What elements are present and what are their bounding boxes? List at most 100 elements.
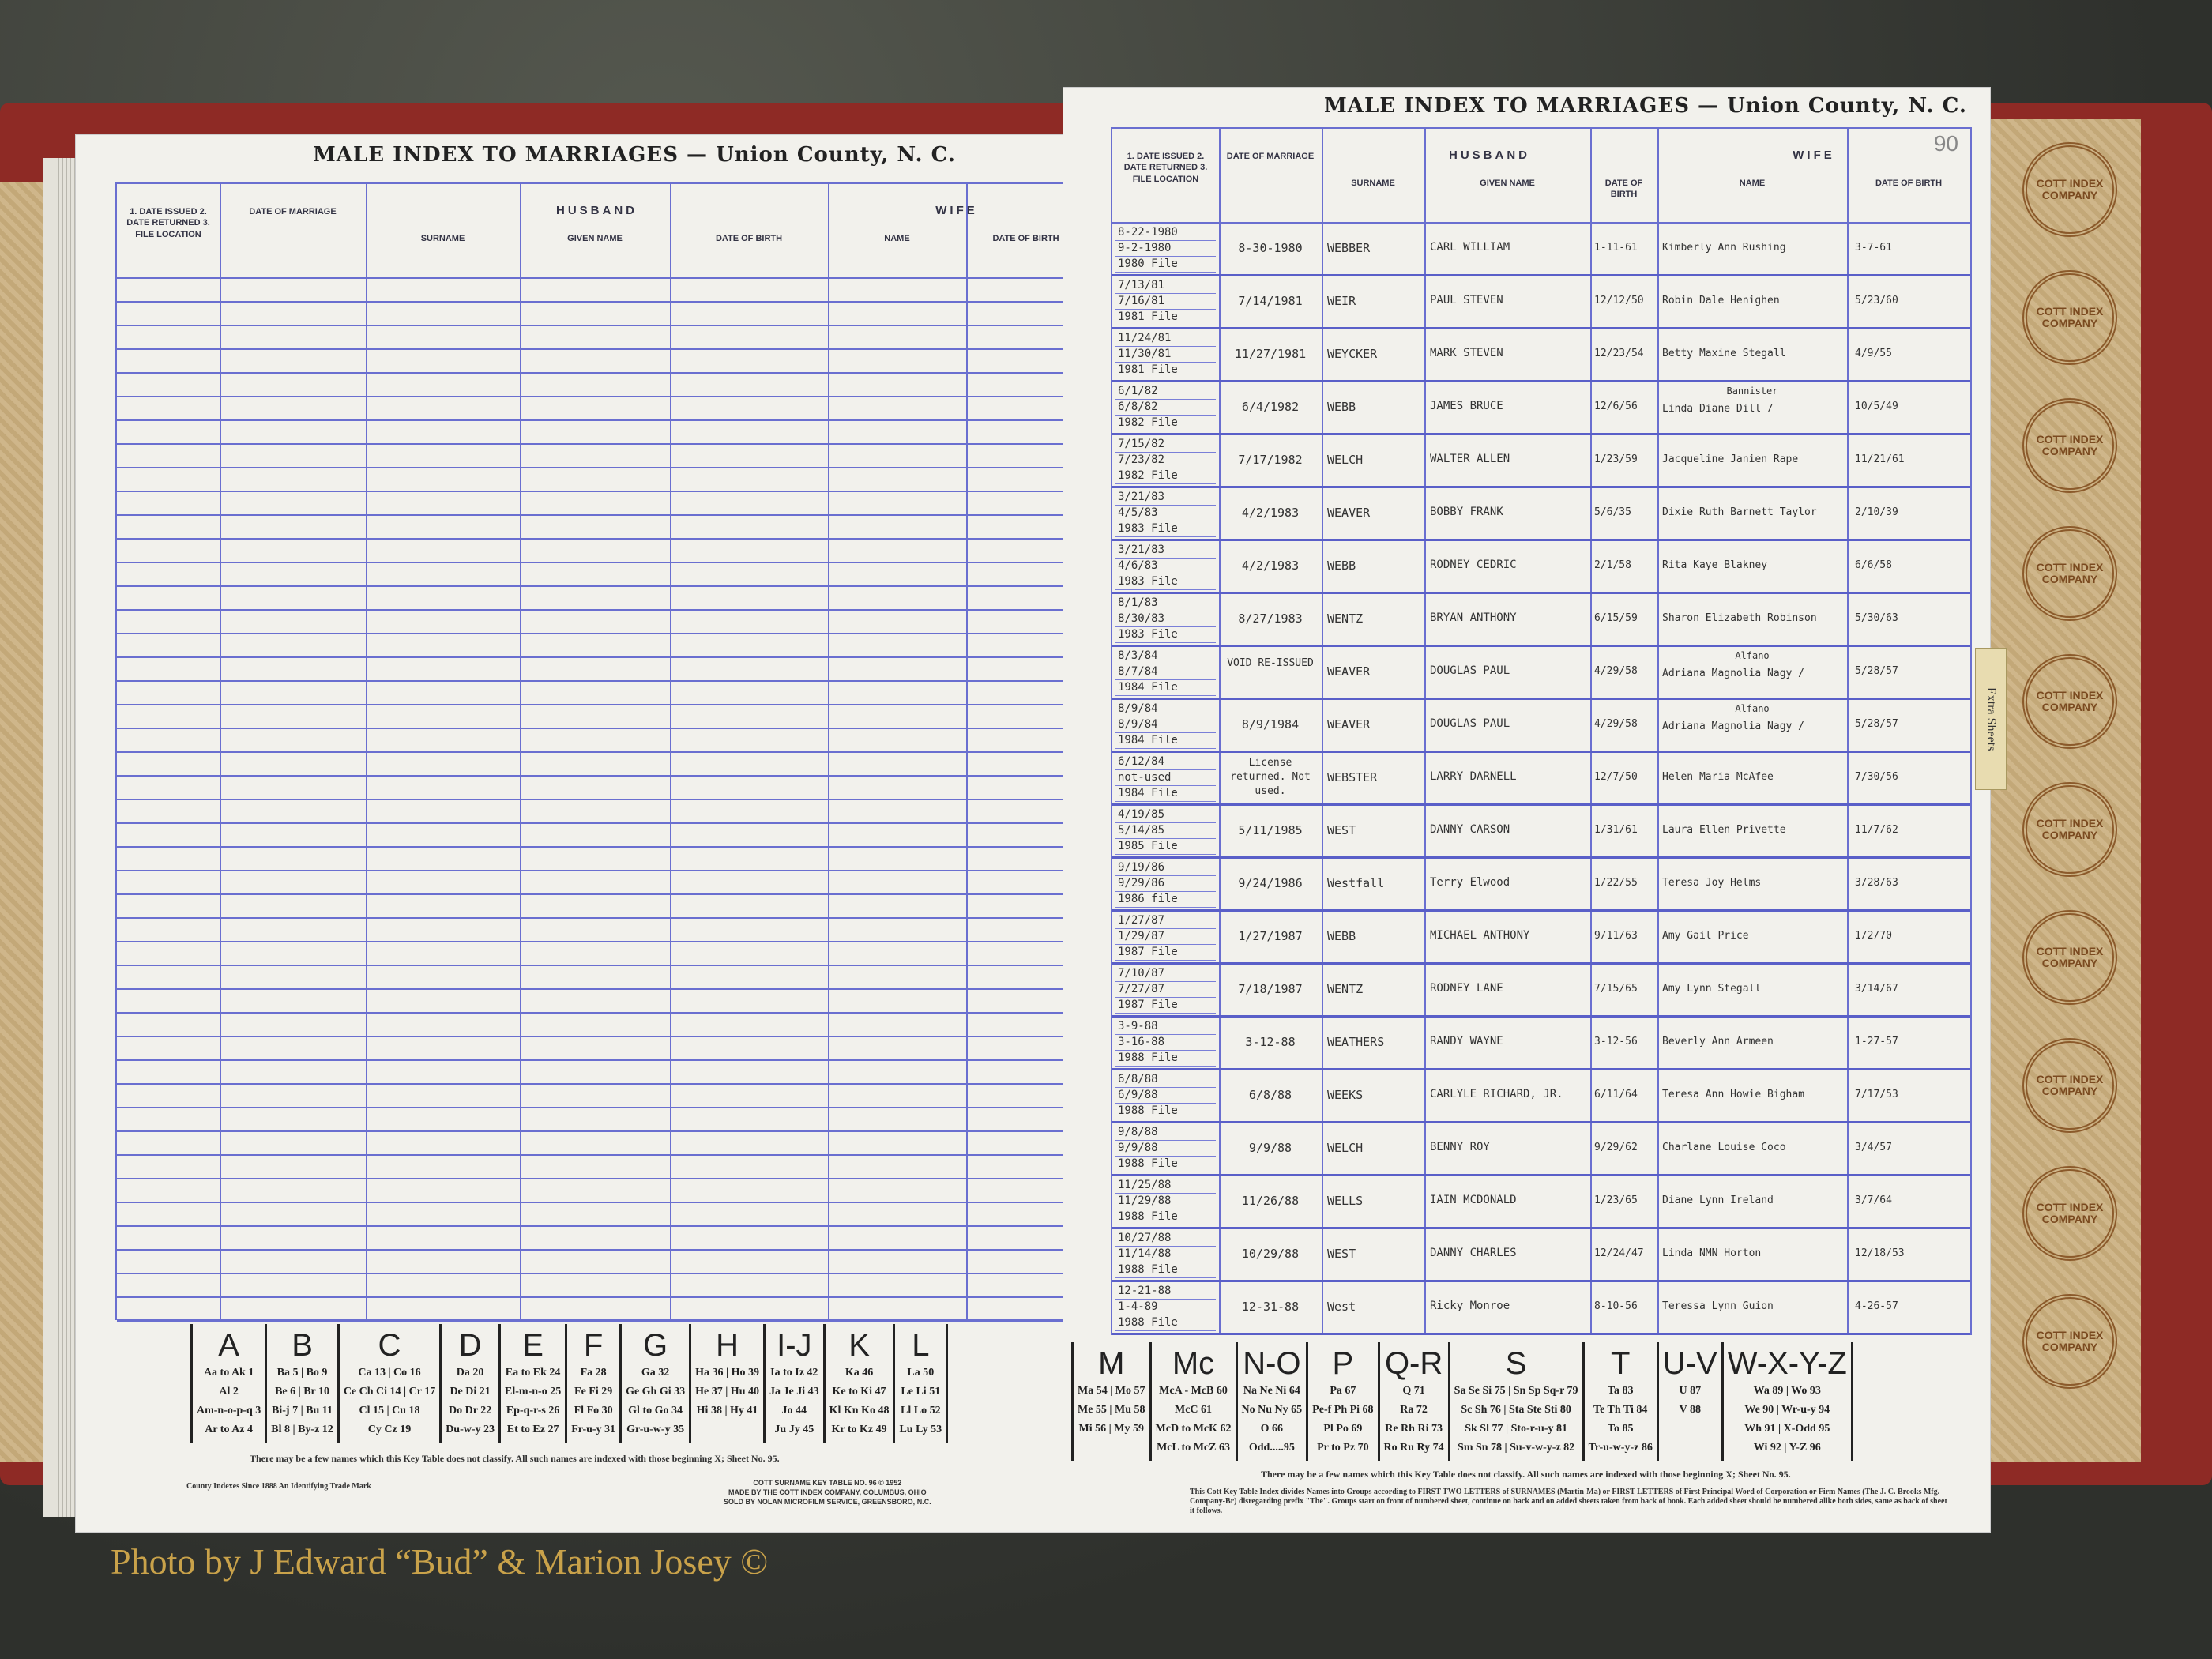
husband-given-name: DANNY CARSON bbox=[1430, 823, 1510, 836]
key-letter: L bbox=[912, 1328, 930, 1363]
date-of-marriage: 11/26/88 bbox=[1241, 1194, 1300, 1208]
key-entry: El-m-n-o 25 bbox=[505, 1386, 562, 1398]
ledger-row bbox=[117, 705, 1085, 729]
file-dates: 11/25/88 11/29/88 1988 File bbox=[1115, 1178, 1216, 1225]
file-date-1: 6/1/82 bbox=[1115, 384, 1216, 400]
husband-surname: WELCH bbox=[1327, 453, 1364, 467]
column-header-husband-dob: DATE OF BIRTH bbox=[1604, 179, 1643, 200]
key-column-d: D Da 20 De Di 21 Do Dr 22 Du-w-y 23 bbox=[442, 1324, 502, 1443]
key-entry: O 66 bbox=[1260, 1423, 1284, 1435]
husband-group-header: HUSBAND bbox=[1449, 149, 1530, 162]
husband-given-name: CARL WILLIAM bbox=[1430, 241, 1510, 254]
ledger-row bbox=[117, 824, 1085, 848]
husband-given-name: Terry Elwood bbox=[1430, 876, 1510, 889]
husband-date-of-birth: 8-10-56 bbox=[1594, 1300, 1638, 1312]
cott-stamp-logo: COTT INDEX COMPANY bbox=[2022, 782, 2117, 877]
husband-surname: WEST bbox=[1327, 823, 1356, 837]
key-letter: K bbox=[848, 1328, 870, 1363]
file-dates: 8/1/83 8/30/83 1983 File bbox=[1115, 596, 1216, 643]
file-dates: 10/27/88 11/14/88 1988 File bbox=[1115, 1231, 1216, 1278]
file-dates: 3/21/83 4/6/83 1983 File bbox=[1115, 543, 1216, 590]
date-of-marriage: 6/4/1982 bbox=[1241, 400, 1300, 414]
extra-sheets-tab[interactable]: Extra Sheets bbox=[1975, 648, 2007, 790]
key-column-e: E Ea to Ek 24 El-m-n-o 25 Ep-q-r-s 26 Et to … bbox=[501, 1324, 568, 1443]
file-date-2: 9-2-1980 bbox=[1115, 241, 1216, 257]
ledger-row bbox=[117, 682, 1085, 705]
husband-date-of-birth: 6/15/59 bbox=[1594, 612, 1638, 624]
wife-name: Kimberly Ann Rushing bbox=[1662, 242, 1786, 254]
surname-key-table: A Aa to Ak 1 Al 2 Am-n-o-p-q 3 Ar to Az 4 B Ba… bbox=[190, 1324, 949, 1443]
ledger-row bbox=[117, 611, 1085, 634]
key-entry: Ll Lo 52 bbox=[901, 1405, 941, 1416]
key-column-ij: I-J Ia to Iz 42 Ja Je Ji 43 Jo 44 Ju Jy 45 bbox=[766, 1324, 826, 1443]
key-column-a: A Aa to Ak 1 Al 2 Am-n-o-p-q 3 Ar to Az 4 bbox=[193, 1324, 268, 1443]
key-entry: Fr-u-y 31 bbox=[571, 1424, 616, 1435]
key-entry: Gr-u-w-y 35 bbox=[626, 1424, 685, 1435]
date-of-marriage: 4/2/1983 bbox=[1241, 506, 1300, 520]
ledger-row bbox=[117, 1085, 1085, 1108]
ledger-row bbox=[117, 753, 1085, 777]
file-dates: 7/15/82 7/23/82 1982 File bbox=[1115, 437, 1216, 484]
file-date-3: 1988 File bbox=[1115, 1104, 1216, 1119]
husband-date-of-birth: 1/23/59 bbox=[1594, 453, 1638, 465]
column-divider bbox=[1219, 129, 1221, 1334]
husband-surname: WEATHERS bbox=[1327, 1035, 1385, 1049]
key-column-f: F Fa 28 Fe Fi 29 Fl Fo 30 Fr-u-y 31 bbox=[567, 1324, 623, 1443]
file-date-1: 4/19/85 bbox=[1115, 807, 1216, 823]
husband-date-of-birth: 2/1/58 bbox=[1594, 559, 1631, 571]
key-entry: U 87 bbox=[1679, 1385, 1702, 1397]
husband-date-of-birth: 1/23/65 bbox=[1594, 1194, 1638, 1206]
husband-surname: WEBB bbox=[1327, 400, 1356, 414]
husband-given-name: RODNEY CEDRIC bbox=[1430, 559, 1517, 571]
husband-date-of-birth: 12/12/50 bbox=[1594, 295, 1644, 307]
file-dates: 9/8/88 9/9/88 1988 File bbox=[1115, 1125, 1216, 1172]
file-date-1: 7/13/81 bbox=[1115, 278, 1216, 294]
file-date-2: 4/5/83 bbox=[1115, 506, 1216, 521]
file-date-1: 6/12/84 bbox=[1115, 754, 1216, 770]
husband-given-name: BOBBY FRANK bbox=[1430, 506, 1503, 518]
file-date-3: 1988 File bbox=[1115, 1262, 1216, 1278]
cott-stamp-logo: COTT INDEX COMPANY bbox=[2022, 398, 2117, 493]
key-note: There may be a few names which this Key … bbox=[250, 1453, 780, 1464]
key-letter: U-V bbox=[1662, 1346, 1717, 1381]
key-entry: McA - McB 60 bbox=[1159, 1385, 1228, 1397]
cott-stamp-logo: COTT INDEX COMPANY bbox=[2022, 526, 2117, 621]
husband-surname: WENTZ bbox=[1327, 611, 1364, 626]
wife-date-of-birth: 10/5/49 bbox=[1855, 401, 1898, 412]
key-entry: Al 2 bbox=[219, 1386, 239, 1398]
file-date-3: 1988 File bbox=[1115, 1157, 1216, 1172]
file-date-1: 8/1/83 bbox=[1115, 596, 1216, 611]
key-entry: Et to Ez 27 bbox=[506, 1424, 559, 1435]
ledger-row bbox=[117, 1108, 1085, 1132]
husband-date-of-birth: 3-12-56 bbox=[1594, 1036, 1638, 1048]
key-entry: Ja Je Ji 43 bbox=[769, 1386, 819, 1398]
husband-given-name: LARRY DARNELL bbox=[1430, 770, 1517, 783]
wife-date-of-birth: 4-26-57 bbox=[1855, 1300, 1898, 1312]
file-date-1: 11/24/81 bbox=[1115, 331, 1216, 347]
key-letter: G bbox=[643, 1328, 668, 1363]
wife-date-of-birth: 7/17/53 bbox=[1855, 1089, 1898, 1100]
table-row: 1/27/87 1/29/87 1987 File 1/27/1987 WEBB MICH… bbox=[1112, 912, 1970, 965]
key-entry: Gl to Go 34 bbox=[628, 1405, 683, 1416]
wife-name: Beverly Ann Armeen bbox=[1662, 1036, 1774, 1048]
key-entry: Ke to Ki 47 bbox=[832, 1386, 886, 1398]
husband-surname: WELCH bbox=[1327, 1141, 1364, 1155]
wife-name: Rita Kaye Blakney bbox=[1662, 559, 1768, 571]
husband-surname: WEAVER bbox=[1327, 717, 1371, 732]
key-entry: Kl Kn Ko 48 bbox=[829, 1405, 890, 1416]
header-divider bbox=[1112, 222, 1970, 224]
key-letter: B bbox=[292, 1328, 313, 1363]
file-date-3: 1984 File bbox=[1115, 733, 1216, 749]
ledger-row bbox=[117, 326, 1085, 350]
file-date-1: 11/25/88 bbox=[1115, 1178, 1216, 1194]
wife-date-of-birth: 2/10/39 bbox=[1855, 506, 1898, 518]
file-dates: 8/9/84 8/9/84 1984 File bbox=[1115, 702, 1216, 749]
husband-surname: WEBBER bbox=[1327, 241, 1371, 255]
sheet-number: 90 bbox=[1933, 131, 1958, 156]
file-date-3: 1985 File bbox=[1115, 839, 1216, 855]
key-letter: S bbox=[1505, 1346, 1527, 1381]
file-dates: 9/19/86 9/29/86 1986 file bbox=[1115, 860, 1216, 908]
key-entry: Pl Po 69 bbox=[1323, 1423, 1363, 1435]
key-explanation: This Cott Key Table Index divides Names … bbox=[1190, 1488, 1947, 1515]
file-date-1: 3/21/83 bbox=[1115, 543, 1216, 559]
